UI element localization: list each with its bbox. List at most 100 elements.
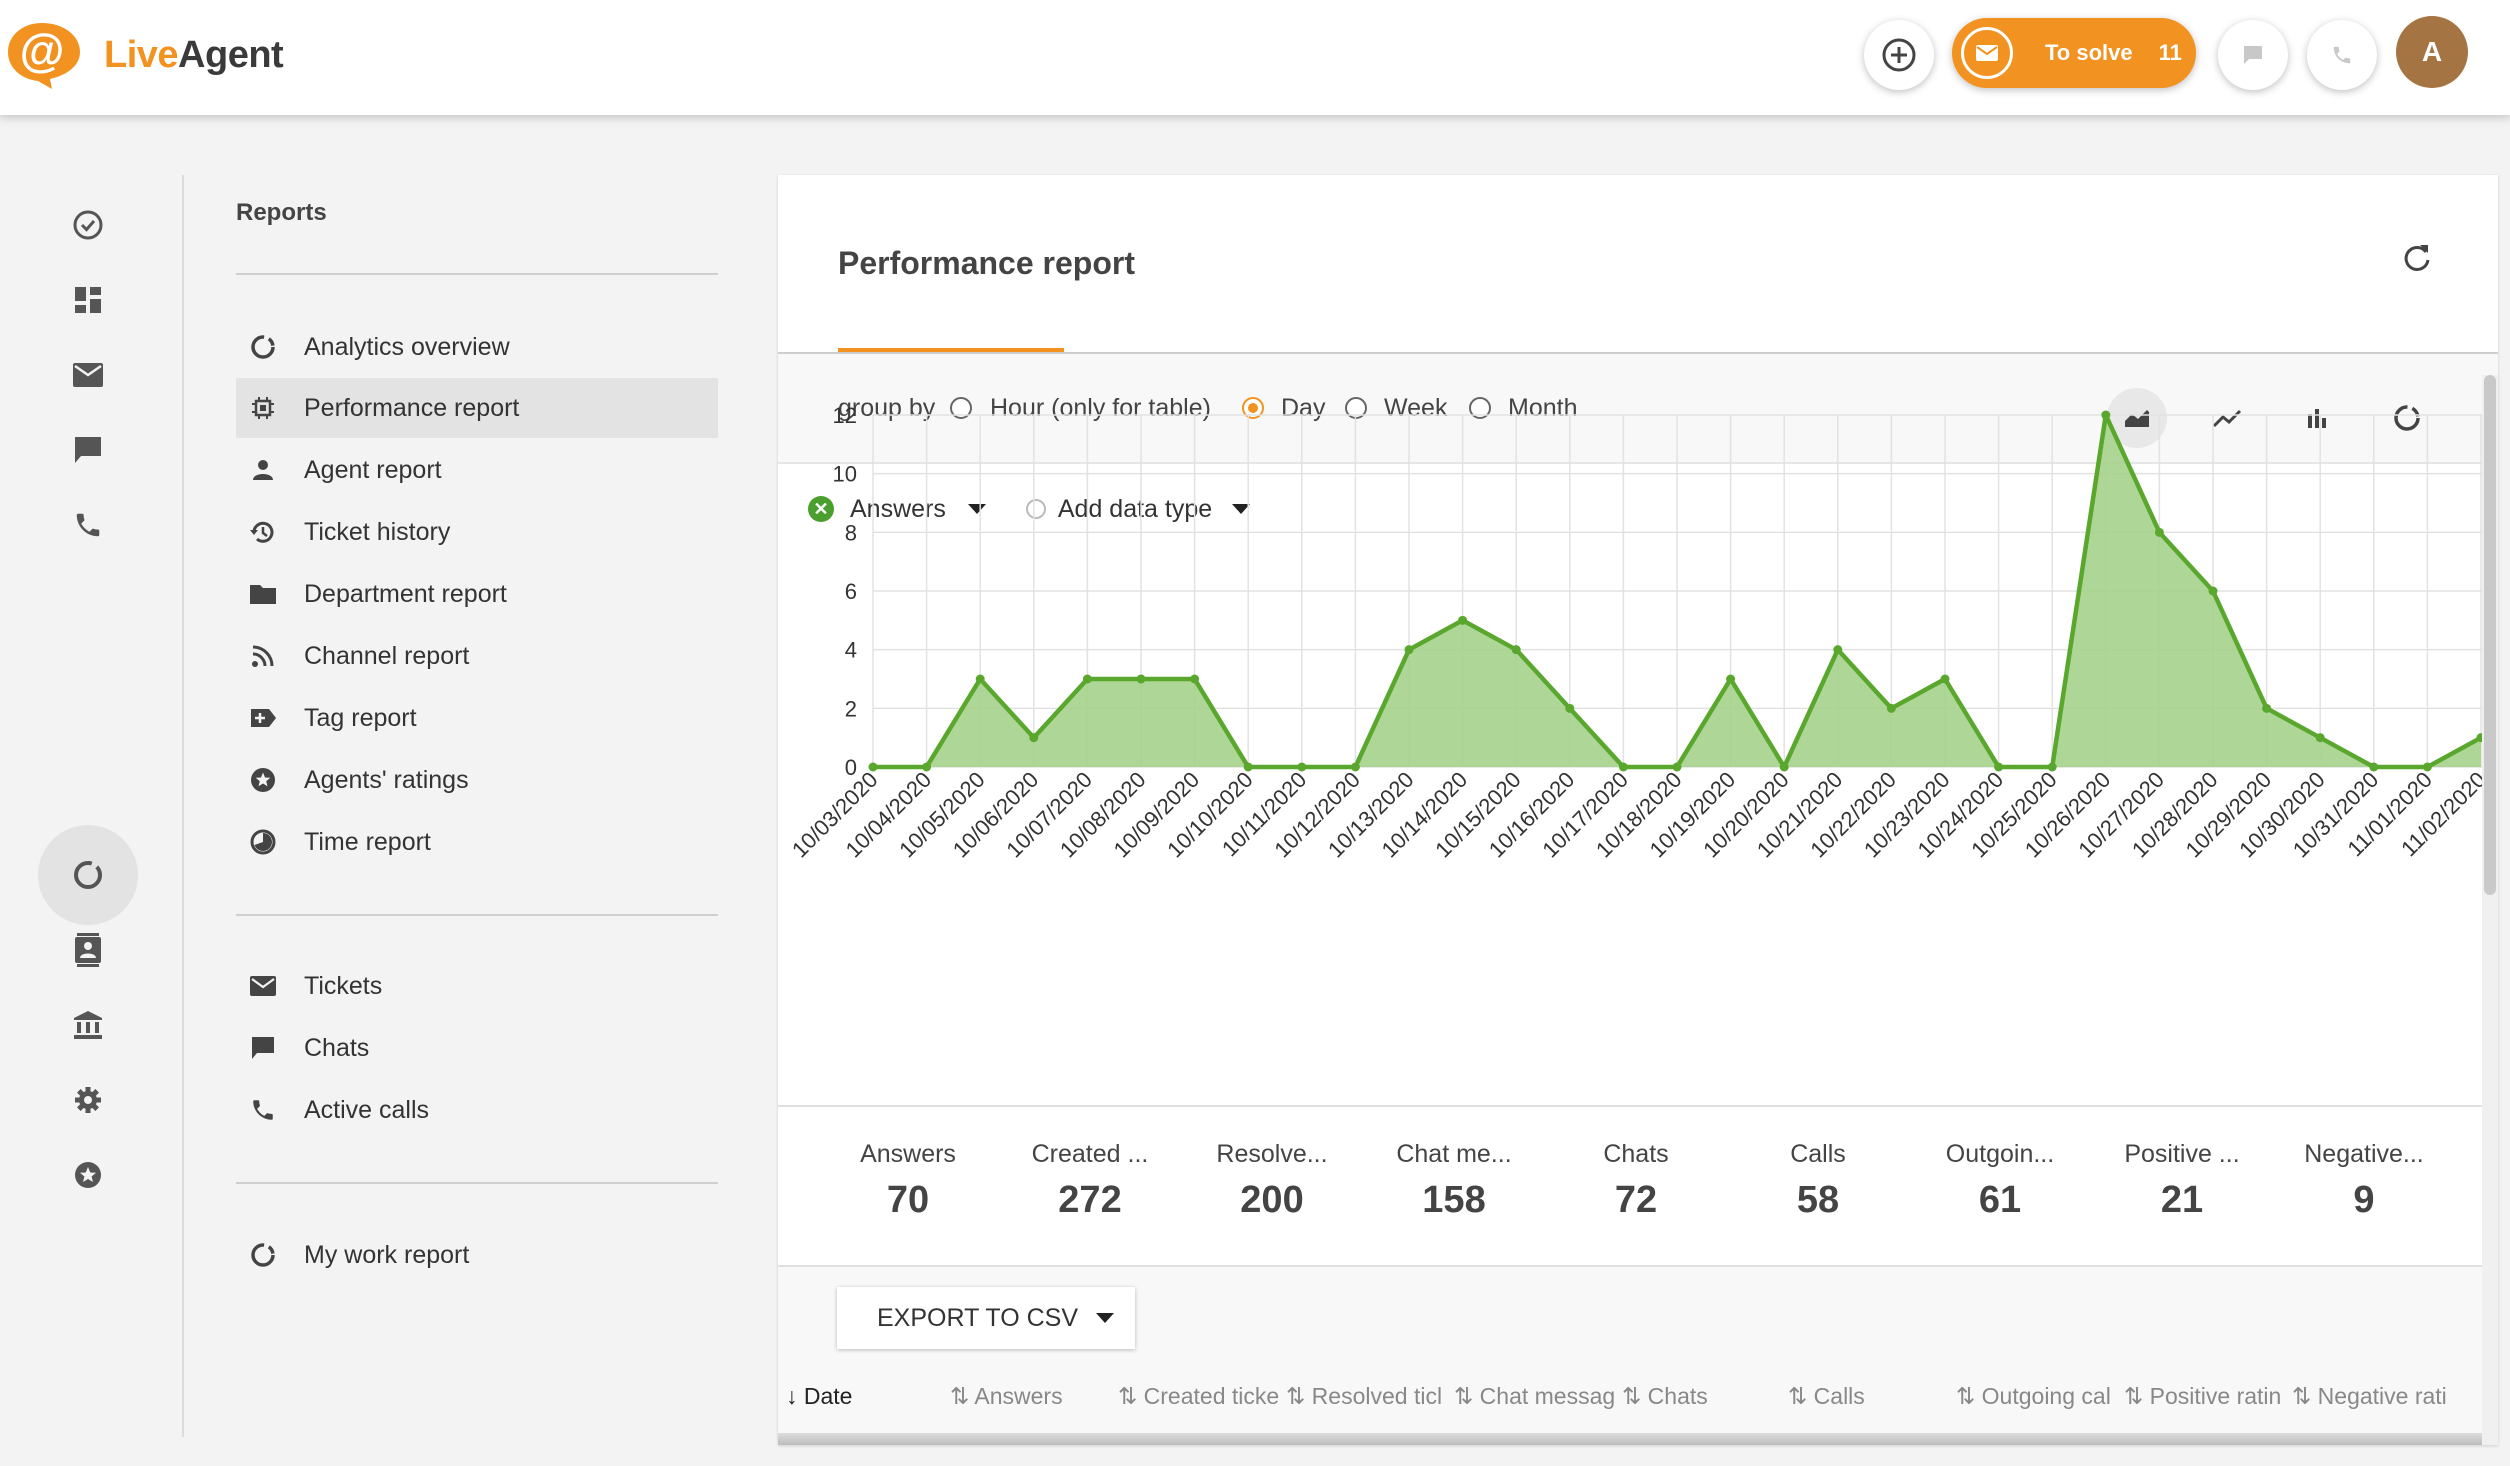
stat-item: Created ... 272 (1010, 1140, 1170, 1222)
menu-item-ticket-history[interactable]: Ticket history (236, 502, 718, 562)
rail-features[interactable] (38, 1125, 138, 1225)
stat-item: Chat me... 158 (1374, 1140, 1534, 1222)
rail-chats[interactable] (38, 400, 138, 500)
chat-icon (75, 437, 101, 463)
bar-chart-button[interactable] (2287, 388, 2347, 448)
menu-item-label: Department report (304, 579, 507, 608)
rail-tasks[interactable] (38, 175, 138, 275)
menu-item-my-work-report[interactable]: My work report (236, 1225, 718, 1285)
phone-icon (248, 1095, 278, 1125)
phone-icon (2333, 46, 2351, 64)
menu-item-label: Time report (304, 827, 431, 856)
export-csv-label: EXPORT TO CSV (877, 1303, 1079, 1332)
menu-item-label: Tag report (304, 703, 417, 732)
to-solve-label: To solve (2045, 40, 2133, 65)
menu-item-department-report[interactable]: Department report (236, 564, 718, 624)
menu-divider (236, 914, 718, 916)
data-point (1458, 615, 1468, 625)
table-header-answers[interactable]: ⇅ Answers (950, 1383, 1063, 1409)
table-header-outgoing-cal[interactable]: ⇅ Outgoing cal (1956, 1383, 2111, 1409)
table-header-calls[interactable]: ⇅ Calls (1788, 1383, 1865, 1409)
radio-day-label[interactable]: Day (1281, 394, 1326, 422)
user-avatar[interactable]: A (2396, 16, 2468, 88)
mail-icon (1961, 27, 2013, 79)
menu-item-agent-report[interactable]: Agent report (236, 440, 718, 500)
table-header-chats[interactable]: ⇅ Chats (1622, 1383, 1708, 1409)
series-dropdown-caret[interactable] (967, 504, 986, 514)
phone-icon (76, 513, 100, 537)
data-point (1833, 645, 1843, 655)
bank-icon (74, 1011, 102, 1039)
chat-status-button[interactable] (2218, 20, 2288, 90)
menu-item-agents-ratings[interactable]: Agents' ratings (236, 750, 718, 810)
radio-week-label[interactable]: Week (1384, 394, 1448, 422)
to-solve-button[interactable]: To solve 11 (1952, 18, 2196, 88)
refresh-button[interactable] (2400, 241, 2436, 277)
add-new-button[interactable] (1864, 20, 1934, 90)
menu-item-label: Channel report (304, 641, 470, 670)
menu-item-time-report[interactable]: Time report (236, 812, 718, 872)
table-header-chat-messag[interactable]: ⇅ Chat messag (1454, 1383, 1616, 1409)
data-point (2422, 762, 2432, 772)
radio-hour-label[interactable]: Hour (only for table) (990, 394, 1211, 422)
rail-calls[interactable] (38, 475, 138, 575)
export-csv-button[interactable]: EXPORT TO CSV (837, 1287, 1135, 1349)
radio-month[interactable] (1469, 397, 1491, 419)
rail-dashboard[interactable] (38, 250, 138, 350)
rail-settings[interactable] (38, 1050, 138, 1150)
data-point (1565, 703, 1575, 713)
remove-series-icon[interactable]: ✕ (808, 496, 834, 522)
data-point (1618, 762, 1628, 772)
menu-item-analytics-overview[interactable]: Analytics overview (236, 317, 718, 377)
table-header-created-ticke[interactable]: ⇅ Created ticke (1118, 1383, 1280, 1409)
rail-tickets[interactable] (38, 325, 138, 425)
header-divider (778, 352, 2498, 354)
bar-chart-icon (2308, 409, 2326, 428)
scrollbar-thumb[interactable] (2484, 375, 2496, 895)
left-nav-rail (0, 115, 180, 1466)
rail-contacts[interactable] (38, 900, 138, 1000)
menu-item-performance-report[interactable]: Performance report (236, 378, 718, 438)
chevron-down-icon (1096, 1313, 1115, 1323)
table-header-resolved-ticl[interactable]: ⇅ Resolved ticl (1286, 1383, 1443, 1409)
radio-day[interactable] (1242, 397, 1264, 419)
stat-item: Negative... 9 (2284, 1140, 2444, 1222)
table-header-date[interactable]: ↓ Date (786, 1383, 853, 1409)
clock-icon (248, 827, 278, 857)
stat-item: Resolve... 200 (1192, 1140, 1352, 1222)
rail-knowledgebase[interactable] (38, 975, 138, 1075)
pie-chart-button[interactable] (2377, 388, 2437, 448)
plus-circle-icon (1882, 38, 1916, 72)
stat-value: 272 (1058, 1179, 1122, 1221)
stat-value: 9 (2353, 1179, 2375, 1221)
radio-month-label[interactable]: Month (1508, 394, 1578, 422)
menu-item-label: Agent report (304, 455, 442, 484)
donut-chart-icon (2394, 405, 2420, 431)
menu-item-tickets[interactable]: Tickets (236, 956, 718, 1016)
menu-item-chats[interactable]: Chats (236, 1018, 718, 1078)
top-bar: @ LiveAgent To solve 11 A (0, 0, 2510, 115)
menu-item-tag-report[interactable]: Tag report (236, 688, 718, 748)
menu-item-channel-report[interactable]: Channel report (236, 626, 718, 686)
active-tab-indicator (838, 348, 1064, 352)
call-status-button[interactable] (2307, 20, 2377, 90)
logo-mark-icon: @ (6, 21, 80, 89)
stats-divider (778, 1105, 2498, 1107)
add-data-type-radio[interactable] (1025, 499, 1046, 519)
series-answers-label[interactable]: Answers (850, 494, 946, 523)
data-point (2154, 527, 2164, 537)
table-header-positive-ratin[interactable]: ⇅ Positive ratin (2124, 1383, 2282, 1409)
y-tick-label: 12 (833, 403, 857, 428)
menu-item-active-calls[interactable]: Active calls (236, 1080, 718, 1140)
data-point (1672, 762, 1682, 772)
table-header-negative-rati[interactable]: ⇅ Negative rati (2292, 1383, 2447, 1409)
radio-hour[interactable] (950, 397, 972, 419)
liveagent-logo[interactable]: @ LiveAgent (6, 20, 284, 90)
add-data-type-caret[interactable] (1232, 504, 1251, 514)
add-data-type-label[interactable]: Add data type (1057, 494, 1213, 523)
y-tick-label: 8 (845, 520, 857, 545)
rail-reports[interactable] (38, 825, 138, 925)
rail-divider (182, 175, 184, 1437)
line-chart-button[interactable] (2197, 388, 2257, 448)
stat-value: 21 (2160, 1179, 2204, 1221)
